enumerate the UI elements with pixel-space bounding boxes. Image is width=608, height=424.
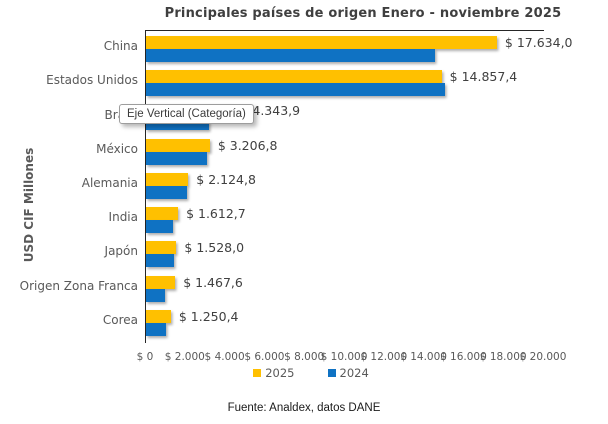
category-label[interactable]: Japón: [104, 244, 138, 259]
x-tick-label: $ 4.000: [204, 351, 245, 363]
x-tick-label: $ 0: [136, 351, 154, 363]
bar-2025[interactable]: [146, 36, 497, 49]
x-tick-label: $ 8.000: [284, 351, 325, 363]
bar-2025[interactable]: [146, 241, 177, 255]
data-label: $ 1.467,6: [183, 274, 243, 290]
data-label: $ 1.612,7: [186, 206, 246, 222]
plot-area[interactable]: $ 17.634,0 $ 14.857,4 $ 4.343,9 $ 3.206,8 $ …: [145, 30, 573, 339]
bar-2024[interactable]: [146, 185, 187, 199]
data-label: $ 17.634,0: [504, 35, 573, 50]
bar-2025[interactable]: [146, 172, 189, 186]
x-tick-label: $ 10.000: [320, 351, 368, 363]
chart-title[interactable]: Principales países de origen Enero - nov…: [164, 6, 562, 21]
bar-2024[interactable]: [146, 220, 173, 234]
legend-item-2024[interactable]: 2024: [327, 366, 369, 380]
data-label: $ 4.343,9: [240, 103, 301, 119]
data-label: $ 3.206,8: [217, 137, 278, 153]
legend-swatch: [253, 369, 262, 377]
data-label: $ 1.528,0: [184, 240, 245, 256]
bar-2024[interactable]: [146, 83, 445, 97]
category-label[interactable]: Brasil: [0, 108, 138, 122]
x-tick-label: $ 18.000: [479, 351, 527, 363]
data-label: $ 14.857,4: [449, 69, 518, 85]
category-label[interactable]: Estados Unidos: [46, 73, 138, 88]
bar-2025[interactable]: [146, 138, 210, 152]
source-note: Fuente: Analdex, datos DANE: [227, 402, 381, 414]
category-label[interactable]: Origen Zona Franca: [19, 278, 138, 293]
category-label[interactable]: México: [96, 141, 138, 156]
data-label: $ 1.250,4: [178, 308, 239, 324]
category-label[interactable]: Corea: [102, 312, 138, 327]
legend-item-2025[interactable]: 2025: [253, 366, 295, 380]
bar-2024[interactable]: [146, 254, 174, 268]
x-tick-label: $ 16.000: [440, 351, 487, 363]
legend-swatch: [327, 369, 336, 377]
legend[interactable]: 2025 2024: [7, 366, 608, 380]
category-label[interactable]: India: [108, 210, 138, 225]
bar-2024[interactable]: [146, 288, 165, 302]
x-tick-label: $ 12.000: [360, 351, 408, 363]
data-label: $ 2.124,8: [196, 171, 256, 187]
bar-2025[interactable]: [146, 207, 179, 221]
value-axis[interactable]: $ 0 $ 2.000 $ 4.000 $ 6.000 $ 8.000 $ 10.000 $…: [137, 351, 567, 365]
bar-2024[interactable]: [146, 49, 435, 62]
x-tick-label: $ 6.000: [244, 351, 285, 363]
axis-tooltip: Eje Vertical (Categoría): [119, 104, 254, 124]
legend-label: 2024: [339, 366, 369, 380]
x-tick-label: $ 14.000: [400, 351, 447, 363]
x-tick-label: $ 2.000: [164, 351, 205, 363]
bar-2025[interactable]: [146, 275, 176, 289]
axis-tick-mark: [145, 338, 146, 343]
bar-2024[interactable]: [146, 322, 166, 336]
category-label[interactable]: China: [103, 39, 138, 54]
bar-2025[interactable]: [146, 309, 171, 323]
bar-2025[interactable]: [146, 70, 442, 84]
x-tick-label: $ 20.000: [519, 351, 567, 363]
bar-2024[interactable]: [146, 151, 207, 165]
category-label[interactable]: Alemania: [81, 176, 138, 190]
legend-label: 2025: [265, 366, 295, 380]
